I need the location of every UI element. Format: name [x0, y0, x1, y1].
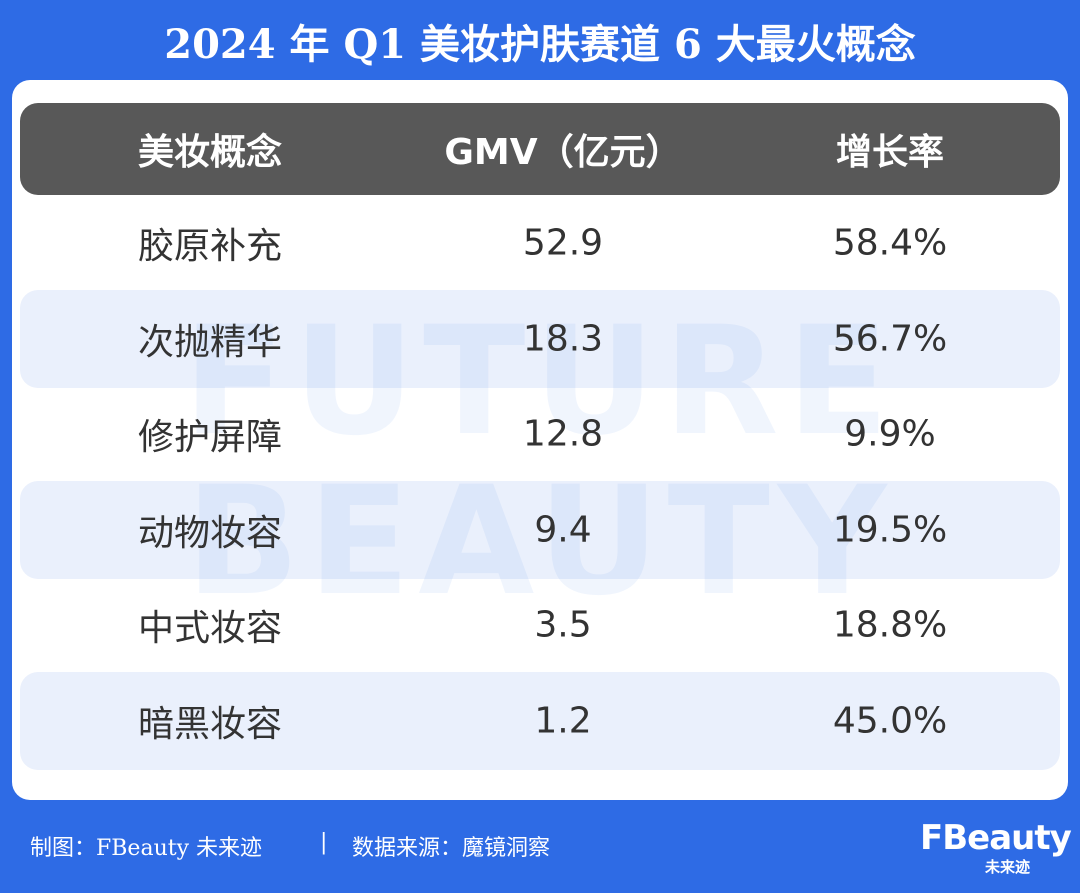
table-cell: 胶原补充 [137, 226, 283, 267]
table-header [20, 103, 1060, 195]
table-cell: 45.0% [832, 700, 948, 741]
table-cell: 19.5% [832, 509, 948, 550]
row-stripe [20, 289, 1060, 388]
table-cell: 修护屏障 [137, 417, 283, 458]
source: 数据来源：魔镜洞察 [352, 836, 551, 861]
table-cell: 9.4 [534, 509, 592, 550]
table-cell: 58.4% [832, 222, 948, 264]
watermark: BEAUTY [185, 455, 895, 629]
logo: FBeauty [920, 818, 1072, 858]
watermark: FUTURE [182, 295, 898, 469]
table-cell: 9.9% [844, 413, 936, 455]
column-header: 增长率 [835, 132, 945, 173]
table-cell: 暗黑妆容 [137, 703, 283, 745]
column-header: 美妆概念 [137, 132, 283, 173]
table-cell: 18.3 [522, 318, 604, 359]
table-cell: 3.5 [534, 604, 592, 646]
logo-subtitle: 未来迹 [985, 858, 1031, 876]
table-cell: 56.7% [832, 318, 948, 359]
separator: | [320, 830, 328, 855]
row-stripe [20, 671, 1060, 770]
row-stripe [20, 480, 1060, 579]
table-cell: 次抛精华 [137, 321, 283, 363]
table-cell: 1.2 [534, 700, 592, 741]
title: 2024 年 Q1 美妆护肤赛道 6 大最火概念 [164, 21, 916, 68]
table-cell: 52.9 [522, 222, 604, 264]
table-cell: 中式妆容 [137, 608, 283, 649]
table-cell: 18.8% [832, 604, 948, 646]
column-header: GMV（亿元） [444, 132, 682, 173]
table-cell: 动物妆容 [137, 512, 283, 554]
table-cell: 12.8 [522, 413, 604, 455]
credit: 制图：FBeauty 未来迹 [30, 836, 262, 861]
table-card: FUTURE BEAUTY 美妆概念 GMV（亿元） 增长率胶原补充 52.9 58.4% 次… [12, 80, 1068, 800]
